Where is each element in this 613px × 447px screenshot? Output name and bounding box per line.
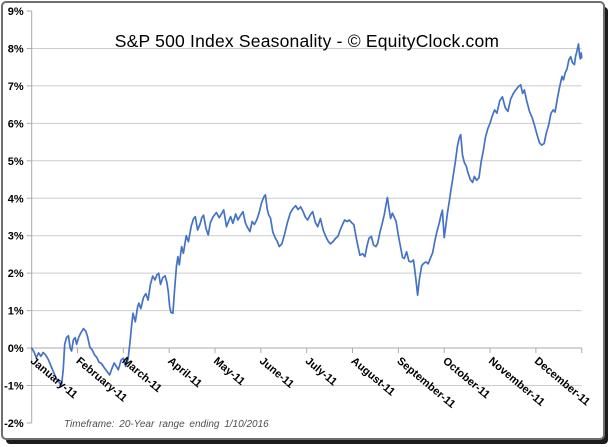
y-tick-label: 2% <box>8 268 24 280</box>
chart-title: S&P 500 Index Seasonality - © EquityCloc… <box>114 31 500 51</box>
x-tick-label: March-11 <box>119 355 163 395</box>
series <box>30 43 583 388</box>
y-tick-label: 6% <box>8 118 24 130</box>
y-tick-label: -2% <box>4 418 24 430</box>
x-tick-label: August-11 <box>349 355 397 398</box>
y-tick-label: 3% <box>8 231 24 243</box>
y-tick-label: 9% <box>8 6 24 18</box>
y-tick-labels: 9% 8% 7% 6% 5% 4% 3% 2% 1% 0% -1% -2% <box>4 6 24 430</box>
y-tick-label: 5% <box>8 156 24 168</box>
series-line <box>30 43 583 388</box>
y-tick-label: 7% <box>8 81 24 93</box>
tick-marks <box>26 10 583 424</box>
y-tick-label: -1% <box>4 381 24 393</box>
gridlines <box>31 47 582 386</box>
y-tick-label: 8% <box>8 43 24 55</box>
x-tick-label: January-11 <box>28 355 80 401</box>
x-tick-label: July-11 <box>303 355 339 388</box>
y-tick-label: 1% <box>8 306 24 318</box>
y-tick-label: 0% <box>8 343 24 355</box>
chart-footnote: Timeframe: 20-Year range ending 1/10/201… <box>64 419 269 430</box>
x-tick-label: May-11 <box>211 355 247 388</box>
y-tick-label: 4% <box>8 193 24 205</box>
image-frame <box>1 1 605 440</box>
